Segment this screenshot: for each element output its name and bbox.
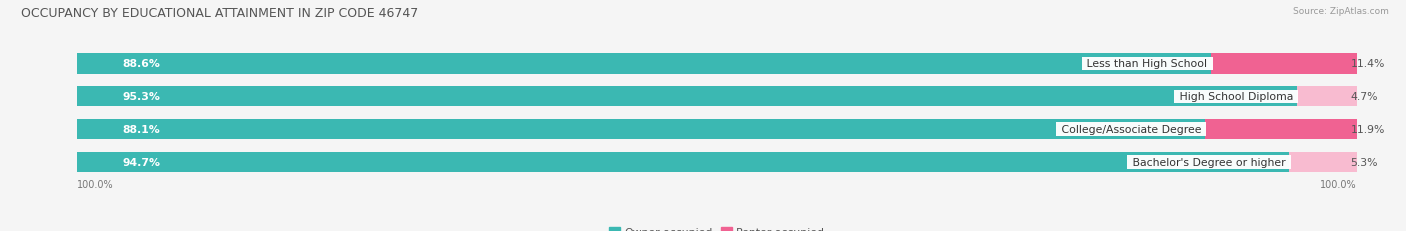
Text: OCCUPANCY BY EDUCATIONAL ATTAINMENT IN ZIP CODE 46747: OCCUPANCY BY EDUCATIONAL ATTAINMENT IN Z… (21, 7, 419, 20)
Text: High School Diploma: High School Diploma (1175, 92, 1296, 102)
Text: 94.7%: 94.7% (122, 157, 160, 167)
Text: 88.1%: 88.1% (122, 125, 160, 134)
Bar (77, 54, 1211, 74)
Text: Less than High School: Less than High School (1084, 59, 1211, 69)
Text: 5.3%: 5.3% (1350, 157, 1378, 167)
Bar (77, 119, 1205, 140)
Text: 4.7%: 4.7% (1350, 92, 1378, 102)
Text: 95.3%: 95.3% (122, 92, 160, 102)
Bar (77, 54, 1357, 74)
Bar (77, 87, 1296, 107)
Legend: Owner-occupied, Renter-occupied: Owner-occupied, Renter-occupied (605, 223, 830, 231)
Bar (77, 87, 1357, 107)
Bar (1296, 87, 1357, 107)
Text: 100.0%: 100.0% (77, 179, 114, 189)
Text: 11.4%: 11.4% (1350, 59, 1385, 69)
Bar (1289, 152, 1357, 172)
Text: 11.9%: 11.9% (1350, 125, 1385, 134)
Text: 88.6%: 88.6% (122, 59, 160, 69)
Bar (1205, 119, 1357, 140)
Bar (77, 152, 1357, 172)
Text: College/Associate Degree: College/Associate Degree (1057, 125, 1205, 134)
Bar (77, 152, 1289, 172)
Bar (1211, 54, 1357, 74)
Text: 100.0%: 100.0% (1320, 179, 1357, 189)
Text: Bachelor's Degree or higher: Bachelor's Degree or higher (1129, 157, 1289, 167)
Bar (77, 119, 1357, 140)
Text: Source: ZipAtlas.com: Source: ZipAtlas.com (1294, 7, 1389, 16)
